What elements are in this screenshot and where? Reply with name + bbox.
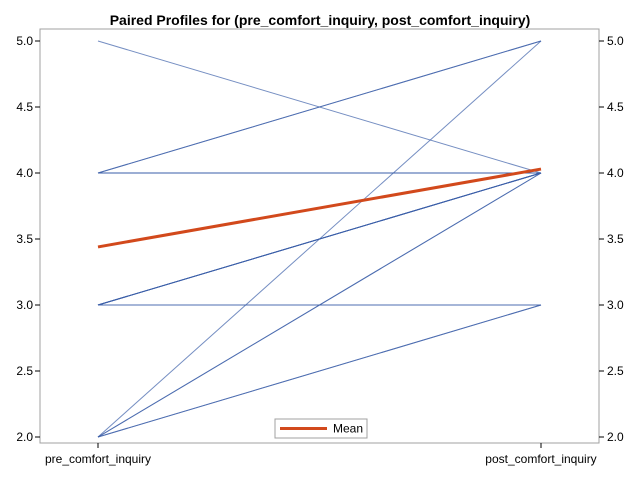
right-y-tick-label: 2.0 — [607, 430, 624, 444]
profile-line — [97, 172, 542, 438]
right-y-tick-label: 3.0 — [607, 298, 624, 312]
x-tick-label: post_comfort_inquiry — [485, 452, 596, 466]
left-y-tick-label: 3.0 — [16, 298, 33, 312]
right-y-tick-label: 4.0 — [607, 166, 624, 180]
profile-line — [97, 304, 542, 438]
left-y-tick-label: 2.0 — [16, 430, 33, 444]
legend-mean-label: Mean — [333, 422, 363, 436]
right-y-tick-label: 3.5 — [607, 232, 624, 246]
chart-title: Paired Profiles for (pre_comfort_inquiry… — [110, 12, 531, 28]
right-y-tick-label: 2.5 — [607, 364, 624, 378]
left-y-tick-label: 2.5 — [16, 364, 33, 378]
mean-line — [97, 167, 542, 249]
left-y-tick-label: 5.0 — [16, 34, 33, 48]
left-y-tick-label: 4.0 — [16, 166, 33, 180]
left-y-tick-label: 3.5 — [16, 232, 33, 246]
right-y-tick-label: 5.0 — [607, 34, 624, 48]
x-axis: pre_comfort_inquiry post_comfort_inquiry — [45, 443, 597, 466]
profile-line — [97, 40, 542, 174]
right-y-tick-label: 4.5 — [607, 100, 624, 114]
right-y-axis: 2.0 2.5 3.0 3.5 4.0 4.5 5.0 — [599, 34, 624, 444]
left-y-tick-label: 4.5 — [16, 100, 33, 114]
x-tick-label: pre_comfort_inquiry — [45, 452, 151, 466]
profile-lines — [97, 40, 542, 438]
mean-layer — [97, 167, 542, 249]
legend: Mean — [274, 418, 368, 439]
profile-line — [97, 40, 542, 438]
plot-frame — [39, 28, 600, 444]
left-y-axis: 2.0 2.5 3.0 3.5 4.0 4.5 5.0 — [16, 34, 40, 444]
